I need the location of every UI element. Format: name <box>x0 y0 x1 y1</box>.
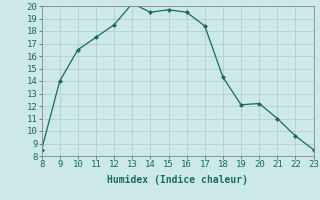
X-axis label: Humidex (Indice chaleur): Humidex (Indice chaleur) <box>107 175 248 185</box>
